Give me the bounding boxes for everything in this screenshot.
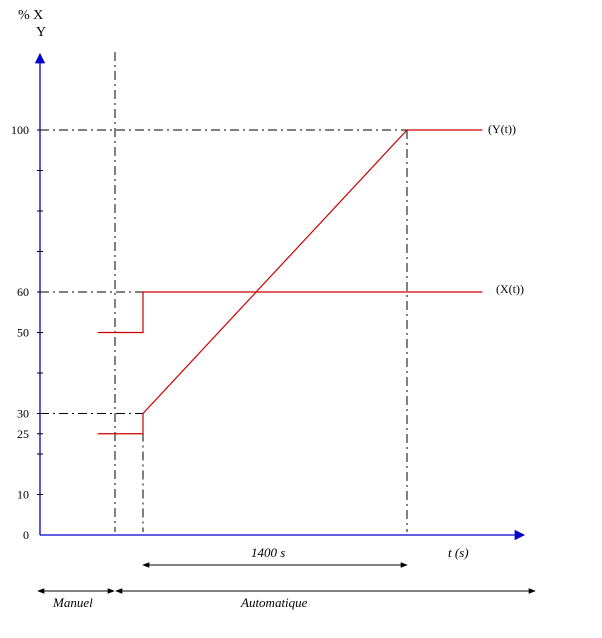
series-group (97, 129, 483, 435)
series-label-x: (X(t)) (496, 282, 524, 296)
axes (34, 52, 526, 541)
duration-label: 1400 s (251, 545, 285, 560)
mode-manual-label: Manuel (52, 595, 93, 610)
series-label-y: (Y(t)) (488, 122, 516, 136)
y-axis-label-line1: % X (18, 8, 43, 23)
x-axis-label: t (s) (448, 545, 469, 560)
mode-auto-label: Automatique (240, 595, 308, 610)
y-tick-label: 50 (17, 326, 29, 340)
y-tick-label: 60 (17, 285, 29, 299)
y-tick-label: 10 (17, 488, 29, 502)
series-line-y (97, 129, 483, 435)
y-ticks: 0 10 25 30 50 60 100 (11, 123, 43, 542)
y-tick-label: 25 (17, 427, 29, 441)
y-tick-label: 100 (11, 123, 29, 137)
y-axis-label-line2: Y (36, 25, 46, 40)
annotations (37, 562, 536, 594)
y-tick-label: 0 (23, 528, 29, 542)
y-tick-label: 30 (17, 407, 29, 421)
series-line-x (97, 291, 483, 334)
